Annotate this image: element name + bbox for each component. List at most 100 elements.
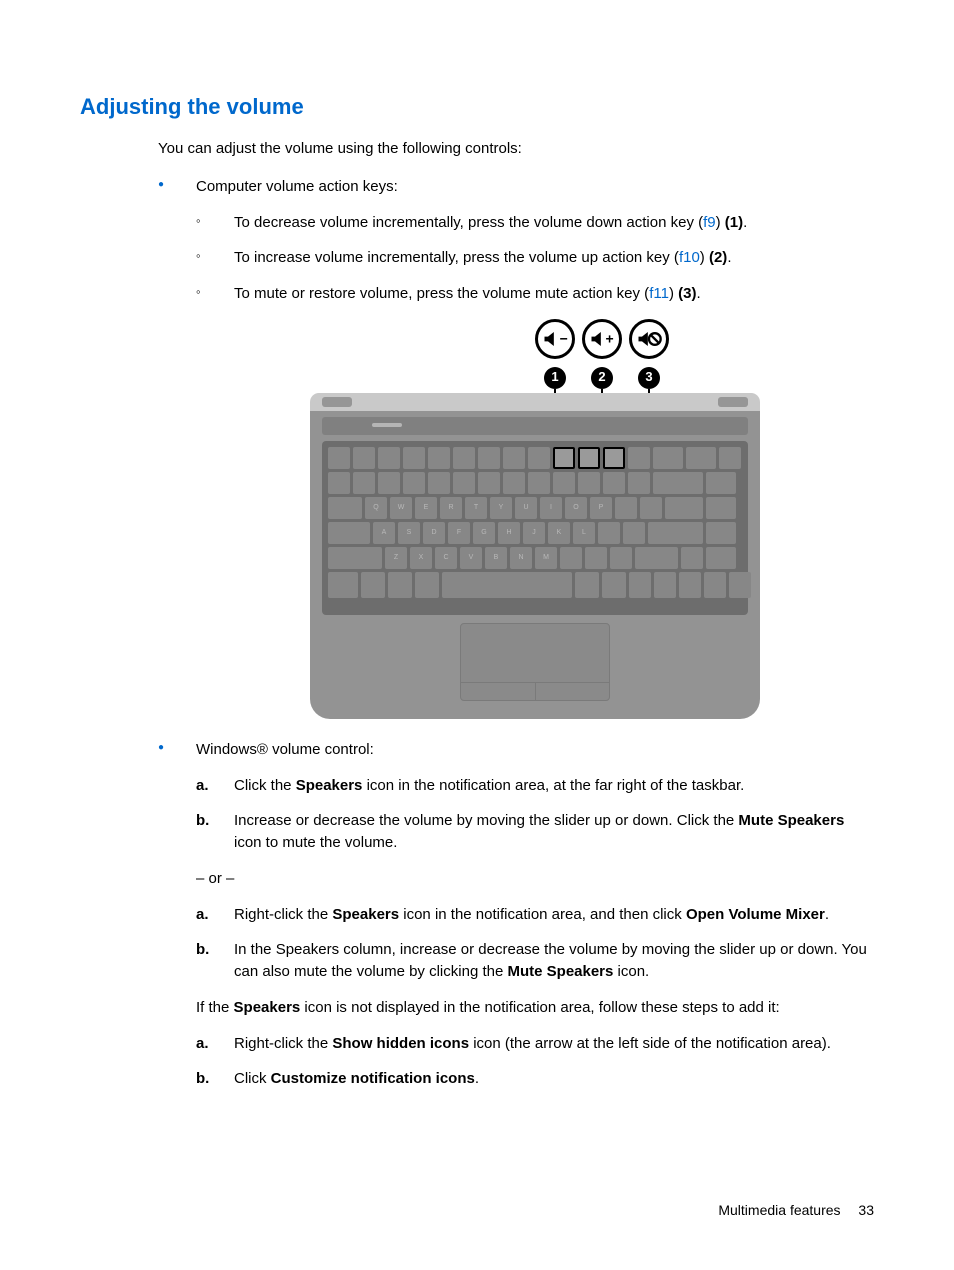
bullet-action-keys-label: Computer volume action keys: — [196, 178, 398, 195]
laptop-hinge — [310, 393, 760, 411]
or-separator: – or – — [196, 868, 874, 890]
key: G — [473, 522, 495, 544]
sub-increase-text: To increase volume incrementally, press … — [234, 249, 679, 266]
svg-text:−: − — [560, 330, 568, 346]
key: L — [573, 522, 595, 544]
sub-increase: To increase volume incrementally, press … — [196, 247, 874, 269]
key — [503, 447, 525, 469]
key — [719, 447, 741, 469]
key — [415, 572, 439, 598]
key — [628, 472, 650, 494]
section-heading: Adjusting the volume — [80, 94, 874, 120]
key — [615, 497, 637, 519]
keyboard: Q W E R T Y U I O P — [322, 441, 748, 615]
key — [665, 497, 703, 519]
key — [478, 447, 500, 469]
key — [328, 497, 362, 519]
key — [585, 547, 607, 569]
step-1a: a. Click the Speakers icon in the notifi… — [196, 775, 874, 797]
sub-mute: To mute or restore volume, press the vol… — [196, 283, 874, 305]
touchpad-buttons — [461, 682, 609, 700]
key: Z — [385, 547, 407, 569]
step-2a-post: . — [825, 906, 829, 923]
laptop-body: Q W E R T Y U I O P — [310, 393, 760, 719]
key: J — [523, 522, 545, 544]
callout-badge-1: 1 — [544, 367, 566, 389]
keyboard-row-fn — [328, 447, 742, 469]
key: I — [540, 497, 562, 519]
keyboard-row-num — [328, 472, 742, 494]
key — [628, 447, 650, 469]
step-marker: b. — [196, 1068, 209, 1090]
sub-increase-num: (2) — [709, 249, 727, 266]
volume-up-icon: + — [582, 319, 622, 359]
keyboard-row-zxcv: Z X C V B N M — [328, 547, 742, 569]
step-1a-speakers: Speakers — [296, 777, 363, 794]
power-indicator — [372, 423, 402, 427]
key: B — [485, 547, 507, 569]
key — [681, 547, 703, 569]
key: P — [590, 497, 612, 519]
page-footer: Multimedia features 33 — [718, 1202, 874, 1218]
step-2a: a. Right-click the Speakers icon in the … — [196, 904, 874, 926]
note-post: icon is not displayed in the notificatio… — [300, 999, 779, 1016]
step-1b-mute: Mute Speakers — [738, 812, 844, 829]
step-3b-customize: Customize notification icons — [271, 1070, 475, 1087]
key — [679, 572, 701, 598]
keyboard-row-space — [328, 572, 742, 598]
key-f9-voldown — [553, 447, 575, 469]
key — [353, 472, 375, 494]
key — [553, 472, 575, 494]
key — [388, 572, 412, 598]
volume-mute-icon — [629, 319, 669, 359]
key — [428, 472, 450, 494]
step-3a-post: icon (the arrow at the left side of the … — [469, 1035, 831, 1052]
key — [686, 447, 716, 469]
key: W — [390, 497, 412, 519]
key — [640, 497, 662, 519]
key: O — [565, 497, 587, 519]
key — [706, 472, 736, 494]
key — [328, 547, 382, 569]
key: Y — [490, 497, 512, 519]
sub-increase-paren: ) — [700, 249, 709, 266]
hinge-notch-left — [322, 397, 352, 407]
speaker-strip — [322, 417, 748, 435]
step-1b: b. Increase or decrease the volume by mo… — [196, 810, 874, 854]
step-2a-speakers: Speakers — [332, 906, 399, 923]
callout-badge-2: 2 — [591, 367, 613, 389]
key — [378, 472, 400, 494]
bullet-windows-volume: Windows® volume control: a. Click the Sp… — [158, 739, 874, 1090]
step-marker: b. — [196, 810, 209, 832]
laptop-palmrest: Q W E R T Y U I O P — [310, 411, 760, 719]
key: K — [548, 522, 570, 544]
key — [528, 447, 550, 469]
note-speakers: Speakers — [234, 999, 301, 1016]
key — [428, 447, 450, 469]
key — [403, 447, 425, 469]
key: U — [515, 497, 537, 519]
step-2b: b. In the Speakers column, increase or d… — [196, 939, 874, 983]
footer-page-number: 33 — [858, 1202, 874, 1218]
step-marker: a. — [196, 775, 209, 797]
key-f10-volup — [578, 447, 600, 469]
step-marker: a. — [196, 904, 209, 926]
key: Q — [365, 497, 387, 519]
sub-decrease-paren: ) — [716, 214, 725, 231]
key — [635, 547, 678, 569]
key — [623, 522, 645, 544]
sub-mute-dot: . — [696, 285, 700, 302]
sub-increase-dot: . — [727, 249, 731, 266]
step-2a-mixer: Open Volume Mixer — [686, 906, 825, 923]
key: F — [448, 522, 470, 544]
step-3a: a. Right-click the Show hidden icons ico… — [196, 1033, 874, 1055]
key: A — [373, 522, 395, 544]
step-2b-mute: Mute Speakers — [507, 963, 613, 980]
key — [328, 572, 358, 598]
keyboard-illustration: − + 1 2 3 — [310, 319, 760, 719]
footer-section-name: Multimedia features — [718, 1202, 840, 1218]
step-1a-post: icon in the notification area, at the fa… — [362, 777, 744, 794]
fkey-f10: f10 — [679, 249, 700, 266]
step-3a-pre: Right-click the — [234, 1035, 332, 1052]
key — [598, 522, 620, 544]
